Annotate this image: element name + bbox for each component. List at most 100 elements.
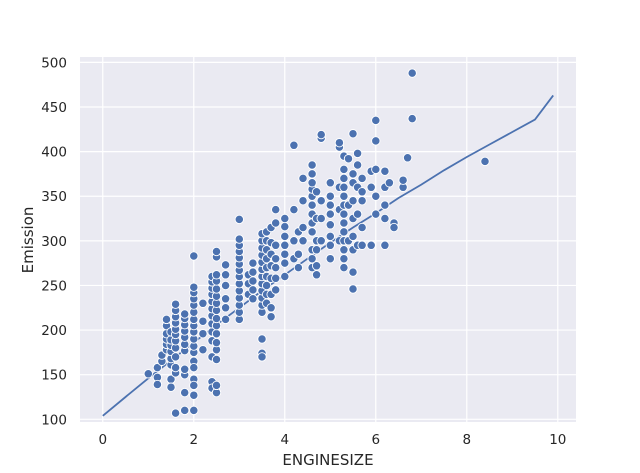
data-point (325, 220, 335, 230)
data-point (307, 178, 317, 188)
data-point (248, 285, 258, 295)
y-axis-label: Emission (19, 207, 37, 274)
data-point (380, 240, 390, 250)
data-point (280, 249, 290, 259)
data-point (311, 245, 322, 255)
data-point (316, 129, 326, 140)
data-point (152, 379, 163, 390)
y-tick-label: 150 (41, 368, 67, 384)
data-point (280, 231, 290, 242)
data-point (339, 262, 349, 273)
data-point (298, 196, 308, 206)
data-point (280, 240, 290, 250)
data-point (220, 260, 231, 270)
data-point (170, 362, 181, 373)
data-point (198, 298, 208, 308)
data-point (280, 213, 290, 224)
data-point (402, 153, 413, 163)
data-point (189, 380, 199, 391)
data-point (180, 387, 190, 398)
data-point (325, 209, 335, 219)
data-point (371, 136, 381, 146)
data-point (389, 222, 399, 233)
data-point (357, 196, 367, 206)
data-point (380, 166, 390, 176)
data-point (407, 113, 417, 124)
data-point (325, 191, 335, 201)
data-point (371, 209, 381, 219)
data-point (248, 258, 258, 268)
data-point (211, 337, 222, 348)
y-tick-label: 250 (41, 278, 67, 294)
data-point (348, 129, 358, 139)
data-point (343, 154, 354, 164)
data-point (271, 218, 281, 228)
data-point (325, 254, 335, 264)
data-point (289, 236, 299, 246)
data-point (211, 284, 222, 294)
data-point (143, 369, 153, 379)
data-point (298, 173, 308, 184)
data-point (366, 182, 376, 192)
data-point (357, 222, 367, 233)
data-point (211, 270, 222, 280)
data-point (271, 273, 281, 283)
data-point (380, 200, 390, 210)
data-point (307, 169, 317, 179)
y-tick-label: 350 (41, 189, 67, 205)
data-point (371, 164, 381, 175)
data-point (348, 267, 358, 277)
data-point (280, 258, 290, 268)
data-point (407, 68, 417, 78)
data-point (257, 334, 267, 344)
data-point (339, 191, 349, 201)
data-point (266, 303, 276, 313)
data-point (298, 222, 308, 233)
data-point (339, 164, 349, 175)
x-tick-labels: 0 2 4 6 8 10 (98, 432, 566, 448)
data-point (480, 156, 490, 167)
data-point (257, 352, 267, 362)
data-point (234, 214, 244, 225)
data-point (170, 299, 181, 309)
data-point (352, 160, 363, 170)
data-point (220, 294, 231, 304)
scatter-points (143, 68, 490, 418)
data-point (180, 309, 190, 319)
data-point (189, 282, 199, 292)
data-point (325, 240, 335, 250)
data-point (316, 213, 326, 224)
data-point (325, 231, 335, 242)
data-point (339, 218, 349, 228)
data-point (211, 313, 222, 324)
data-point (307, 160, 317, 170)
data-point (357, 187, 367, 197)
data-point (293, 249, 304, 259)
data-point (261, 280, 272, 291)
data-point (289, 140, 299, 150)
y-tick-label: 300 (41, 234, 67, 250)
data-point (348, 196, 358, 206)
data-point (180, 364, 190, 374)
data-point (398, 175, 408, 185)
data-point (339, 254, 349, 264)
data-point (152, 362, 163, 373)
data-point (339, 227, 349, 237)
data-point (198, 316, 208, 326)
y-tick-labels: 100 150 200 250 300 350 400 450 500 (41, 55, 67, 428)
data-point (311, 187, 322, 197)
data-point (266, 312, 276, 322)
data-point (180, 405, 190, 416)
data-point (211, 380, 222, 391)
data-point (371, 115, 381, 126)
data-point (311, 270, 322, 280)
data-point (307, 227, 317, 237)
data-point (339, 209, 349, 219)
x-axis-label: ENGINESIZE (282, 451, 373, 469)
y-tick-label: 200 (41, 323, 67, 339)
data-point (234, 234, 244, 244)
data-point (339, 182, 349, 192)
data-point (161, 314, 172, 325)
y-tick-label: 400 (41, 145, 67, 161)
data-point (271, 262, 281, 273)
